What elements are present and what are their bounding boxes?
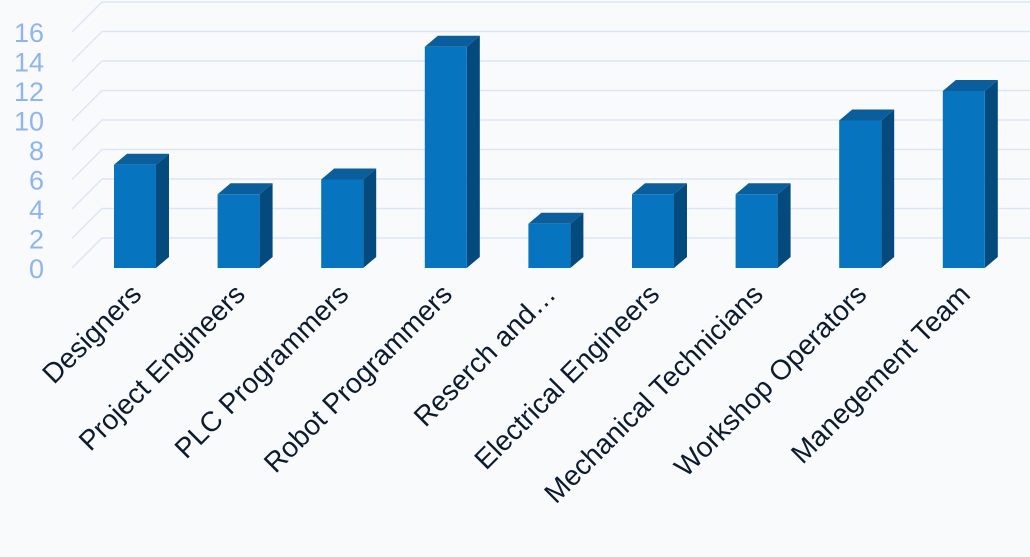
bar-top xyxy=(424,35,480,47)
bar-front xyxy=(114,164,156,268)
bar-front xyxy=(735,194,778,268)
bar-front xyxy=(217,194,260,268)
bars xyxy=(114,35,998,268)
bar-top xyxy=(839,109,895,121)
x-tick-label: Designers xyxy=(36,278,147,389)
bar-side xyxy=(984,80,998,268)
bar-side xyxy=(881,109,895,268)
gridline xyxy=(71,30,1030,63)
bar xyxy=(114,153,169,268)
gridline xyxy=(71,207,1030,240)
gridline xyxy=(71,148,1030,181)
bar-top xyxy=(735,183,791,195)
bar-top xyxy=(321,168,377,180)
gridlines xyxy=(71,1,1030,269)
y-tick-label: 0 xyxy=(29,254,44,284)
x-tick-label: Robot Programmers xyxy=(258,278,458,478)
bar-front xyxy=(424,46,467,268)
bar-top xyxy=(632,183,687,195)
y-tick-label: 14 xyxy=(14,48,44,78)
bar-front xyxy=(632,194,674,268)
bar-side xyxy=(570,212,584,268)
y-tick-label: 8 xyxy=(29,136,44,166)
bar-top xyxy=(528,212,584,224)
bar-side xyxy=(156,153,169,268)
x-tick-label: Workshop Operators xyxy=(668,278,872,482)
bar xyxy=(528,212,584,268)
gridline xyxy=(71,89,1030,122)
bar-top xyxy=(114,153,169,165)
bar-front xyxy=(839,120,882,268)
gridline xyxy=(71,119,1030,151)
bar-side xyxy=(259,183,273,268)
y-tick-label: 12 xyxy=(14,77,44,107)
bar xyxy=(942,80,998,268)
bar xyxy=(632,183,687,268)
gridline xyxy=(71,1,1030,33)
bar-side xyxy=(466,35,480,268)
bar-front xyxy=(942,91,985,268)
bar xyxy=(217,183,273,268)
bar xyxy=(839,109,895,268)
x-tick-label: Electrical Engineers xyxy=(468,278,665,475)
bar-side xyxy=(363,168,377,268)
y-tick-label: 2 xyxy=(29,225,44,255)
bar-top xyxy=(217,183,273,195)
bar-front xyxy=(528,223,571,268)
bar-side xyxy=(777,183,791,268)
bar-top xyxy=(942,80,998,91)
bar xyxy=(321,168,377,268)
bar-side xyxy=(674,183,687,268)
y-tick-label: 4 xyxy=(29,195,44,225)
bar xyxy=(735,183,791,268)
bar xyxy=(424,35,480,268)
gridline xyxy=(71,178,1030,210)
gridline xyxy=(71,237,1030,269)
y-tick-label: 6 xyxy=(29,166,44,196)
x-tick-label: PLC Programmers xyxy=(169,278,355,464)
y-tick-label: 10 xyxy=(14,107,44,137)
bar-front xyxy=(321,179,364,268)
x-tick-label: Manegement Team xyxy=(785,278,976,469)
y-tick-label: 16 xyxy=(14,18,44,48)
gridline xyxy=(71,60,1030,92)
